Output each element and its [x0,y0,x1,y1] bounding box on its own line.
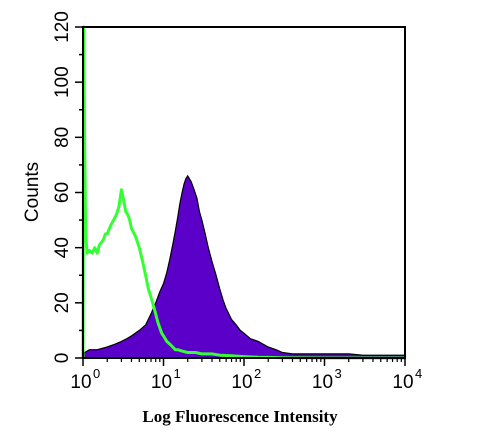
y-tick-label: 60 [52,182,73,203]
x-tick-exponent: 1 [174,366,181,381]
y-tick-label: 100 [52,66,73,98]
histogram-filled-series [82,174,406,359]
y-tick-label: 80 [52,127,73,148]
x-axis: 10 0 10 1 10 2 10 3 10 4 [70,358,422,393]
x-tick-base: 10 [70,372,91,393]
x-tick-label: 10 3 [312,366,342,393]
y-tick-label: 0 [52,353,73,364]
x-tick-label: 10 1 [151,366,181,393]
x-tick-base: 10 [231,372,252,393]
x-tick-exponent: 4 [415,366,422,381]
y-tick-label: 120 [52,11,73,43]
y-tick-label: 40 [52,237,73,258]
x-tick-base: 10 [312,372,333,393]
series-layer [81,25,406,360]
x-axis-title: Log Fluorescence Intensity [142,407,338,426]
y-axis-title: Counts [22,162,43,222]
x-tick-exponent: 2 [254,366,261,381]
x-tick-exponent: 3 [335,366,342,381]
x-tick-base: 10 [392,372,413,393]
plot-frame [82,26,406,359]
y-axis: 0 20 40 60 80 100 120 [52,11,83,363]
x-tick-label: 10 4 [392,366,422,393]
y-tick-label: 20 [52,292,73,313]
x-tick-label: 10 0 [70,366,100,393]
histogram-line-series [81,25,405,360]
x-tick-base: 10 [151,372,172,393]
x-tick-exponent: 0 [93,366,100,381]
x-tick-label: 10 2 [231,366,261,393]
